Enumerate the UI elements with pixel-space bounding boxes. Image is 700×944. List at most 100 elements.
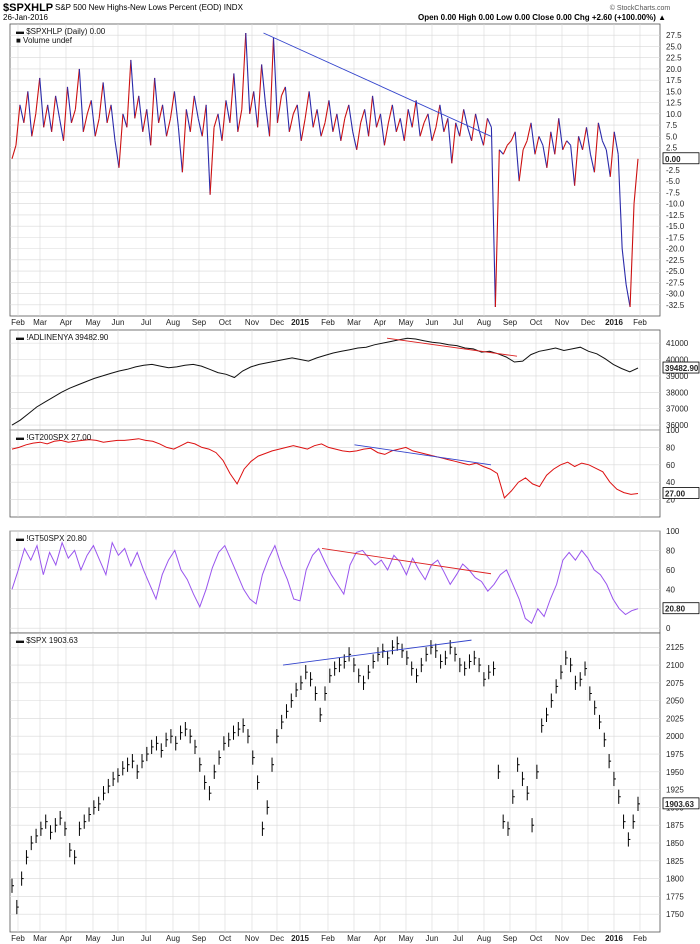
month-label-bottom: Mar bbox=[347, 934, 361, 943]
panel-ad: 41000 40000 39000 38000 37000 36000 ▬ !ADLINEN… bbox=[9, 329, 700, 431]
hlp-segment bbox=[86, 100, 92, 115]
panel-title: ▬ !GT50SPX 20.80 bbox=[16, 534, 87, 543]
month-label-bottom: Nov bbox=[245, 934, 259, 943]
chart-panels: 27.5 25.0 22.5 20.0 17.5 15.0 12.5 10.0 7.5 5.0 2.… bbox=[9, 23, 700, 943]
panel-title: ▬ $SPX 1903.63 bbox=[16, 636, 78, 645]
y-tick-label: 7.5 bbox=[666, 121, 678, 130]
panel-frame bbox=[9, 429, 661, 518]
hlp-segment bbox=[518, 149, 524, 182]
hlp-segment bbox=[221, 100, 227, 141]
hlp-segment bbox=[237, 109, 243, 132]
hlp-segment bbox=[328, 100, 334, 132]
month-label-bottom: Jul bbox=[453, 934, 463, 943]
hlp-segment bbox=[74, 68, 80, 110]
y-tick-label: 1775 bbox=[666, 892, 684, 901]
trendline bbox=[354, 444, 492, 466]
hlp-segment bbox=[78, 68, 84, 132]
y-tick-label: -17.5 bbox=[666, 233, 685, 242]
y-tick-label: 20.0 bbox=[666, 65, 682, 74]
month-label-top: May bbox=[85, 318, 100, 327]
panel-frame bbox=[9, 329, 661, 431]
last-value-box bbox=[662, 602, 700, 615]
hlp-segment bbox=[324, 100, 330, 123]
series-line bbox=[11, 541, 639, 625]
hlp-segment bbox=[522, 140, 528, 151]
hlp-segment bbox=[625, 284, 631, 308]
month-label-bottom: May bbox=[398, 934, 413, 943]
month-label-bottom: Mar bbox=[33, 934, 47, 943]
month-label-top: Mar bbox=[33, 318, 47, 327]
hlp-segment bbox=[506, 140, 512, 146]
month-label-bottom: Apr bbox=[374, 934, 387, 943]
hlp-segment bbox=[249, 91, 255, 114]
hlp-segment bbox=[514, 131, 520, 182]
month-label-top: Nov bbox=[245, 318, 259, 327]
last-value-label: 1903.63 bbox=[665, 800, 694, 809]
y-tick-label: 100 bbox=[666, 426, 680, 435]
hlp-segment bbox=[126, 59, 132, 128]
month-label-top: Apr bbox=[374, 318, 387, 327]
hlp-segment bbox=[94, 118, 100, 137]
y-tick-label: -10.0 bbox=[666, 200, 685, 209]
month-label-bottom: Sep bbox=[503, 934, 518, 943]
hlp-segment bbox=[502, 145, 508, 155]
month-label-top: 2016 bbox=[605, 318, 623, 327]
hlp-segment bbox=[261, 64, 267, 105]
hlp-segment bbox=[383, 122, 389, 146]
hlp-segment bbox=[288, 113, 294, 132]
hlp-segment bbox=[498, 149, 504, 155]
hlp-segment bbox=[181, 109, 187, 173]
y-tick-label: 1950 bbox=[666, 768, 684, 777]
hlp-segment bbox=[451, 122, 457, 164]
hlp-segment bbox=[371, 95, 378, 128]
month-label-bottom: Jun bbox=[112, 934, 125, 943]
hlp-segment bbox=[407, 109, 413, 128]
month-label-bottom: Feb bbox=[633, 934, 647, 943]
hlp-segment bbox=[538, 136, 544, 146]
y-tick-label: 1975 bbox=[666, 750, 684, 759]
hlp-segment bbox=[177, 127, 183, 173]
hlp-segment bbox=[403, 109, 409, 141]
hlp-segment bbox=[189, 95, 195, 132]
chart-symbol: $SPXHLP bbox=[3, 2, 53, 14]
month-label-top: Jul bbox=[453, 318, 463, 327]
hlp-segment bbox=[39, 77, 45, 128]
hlp-segment bbox=[435, 104, 441, 128]
hlp-segment bbox=[467, 127, 473, 141]
month-label-bottom: Nov bbox=[555, 934, 569, 943]
y-tick-label: 27.5 bbox=[666, 31, 682, 40]
hlp-segment bbox=[201, 104, 207, 137]
hlp-segment bbox=[633, 158, 639, 204]
last-value-label: 39482.90 bbox=[665, 364, 699, 373]
month-label-top: Jul bbox=[141, 318, 151, 327]
hlp-segment bbox=[578, 136, 584, 150]
y-tick-label: 41000 bbox=[666, 339, 689, 348]
hlp-segment bbox=[617, 154, 623, 249]
hlp-segment bbox=[360, 109, 366, 123]
hlp-segment bbox=[90, 100, 96, 137]
hlp-segment bbox=[257, 64, 263, 128]
hlp-segment bbox=[308, 91, 314, 128]
panel-legend-volume: ■ Volume undef bbox=[16, 36, 73, 45]
hlp-segment bbox=[570, 145, 576, 186]
hlp-segment bbox=[253, 91, 259, 128]
y-tick-label: -5.0 bbox=[666, 177, 680, 186]
hlp-segment bbox=[150, 77, 156, 146]
hlp-segment bbox=[320, 122, 326, 137]
last-value-box bbox=[662, 152, 700, 165]
hlp-segment bbox=[209, 127, 215, 195]
hlp-segment bbox=[510, 131, 516, 142]
hlp-segment bbox=[272, 37, 279, 123]
month-label-top: Apr bbox=[60, 318, 73, 327]
y-tick-label: -7.5 bbox=[666, 188, 680, 197]
y-tick-label: 2075 bbox=[666, 679, 684, 688]
trendline bbox=[263, 32, 492, 137]
trendline bbox=[386, 337, 518, 357]
hlp-segment bbox=[550, 131, 556, 155]
hlp-segment bbox=[122, 113, 128, 128]
hlp-segment bbox=[62, 86, 69, 141]
hlp-segment bbox=[304, 91, 310, 119]
hlp-segment bbox=[296, 104, 302, 141]
month-label-bottom: 2015 bbox=[291, 934, 309, 943]
hlp-segment bbox=[165, 118, 172, 137]
